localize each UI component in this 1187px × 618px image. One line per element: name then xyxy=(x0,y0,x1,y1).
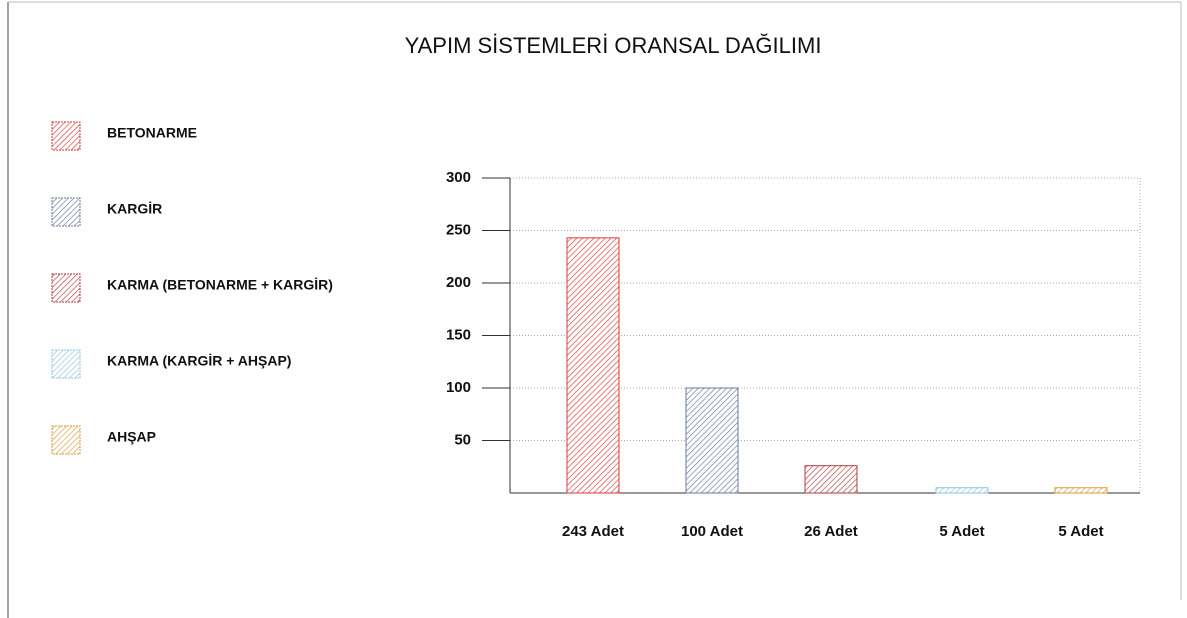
legend-swatch xyxy=(51,425,81,455)
bar xyxy=(1054,487,1108,494)
legend-label: KARMA (BETONARME + KARGİR) xyxy=(107,277,333,293)
legend-swatch xyxy=(51,121,81,151)
value-label: 100 Adet xyxy=(681,523,743,540)
legend-label: BETONARME xyxy=(107,125,197,141)
value-label: 5 Adet xyxy=(939,523,984,540)
y-tick-label: 50 xyxy=(454,431,471,448)
legend-label: AHŞAP xyxy=(107,429,156,445)
value-label: 243 Adet xyxy=(562,523,624,540)
y-tick-label: 100 xyxy=(446,379,471,396)
legend-label: KARMA (KARGİR + AHŞAP) xyxy=(107,353,291,369)
legend-swatch xyxy=(51,273,81,303)
legend-label: KARGİR xyxy=(107,201,162,217)
bar xyxy=(566,237,620,494)
legend-swatch xyxy=(51,349,81,379)
y-tick-label: 300 xyxy=(446,169,471,186)
bar xyxy=(804,465,858,494)
y-tick-label: 150 xyxy=(446,326,471,343)
legend-swatch xyxy=(51,197,81,227)
y-tick-label: 200 xyxy=(446,274,471,291)
bar xyxy=(685,387,739,494)
chart-title: YAPIM SİSTEMLERİ ORANSAL DAĞILIMI xyxy=(405,33,822,58)
value-label: 5 Adet xyxy=(1058,523,1103,540)
y-tick-label: 250 xyxy=(446,221,471,238)
bar xyxy=(935,487,989,494)
value-label: 26 Adet xyxy=(804,523,858,540)
